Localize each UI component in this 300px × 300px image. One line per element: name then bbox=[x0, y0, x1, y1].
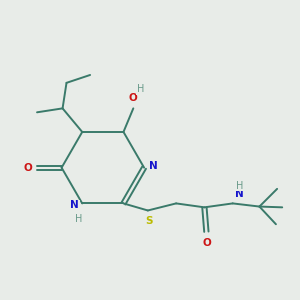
Text: N: N bbox=[235, 189, 243, 199]
Text: S: S bbox=[146, 216, 153, 226]
Text: H: H bbox=[236, 181, 244, 191]
Text: N: N bbox=[149, 161, 158, 171]
Text: H: H bbox=[75, 214, 83, 224]
Text: O: O bbox=[129, 93, 138, 103]
Text: O: O bbox=[202, 238, 211, 248]
Text: O: O bbox=[24, 163, 32, 173]
Text: N: N bbox=[70, 200, 79, 210]
Text: H: H bbox=[137, 84, 144, 94]
